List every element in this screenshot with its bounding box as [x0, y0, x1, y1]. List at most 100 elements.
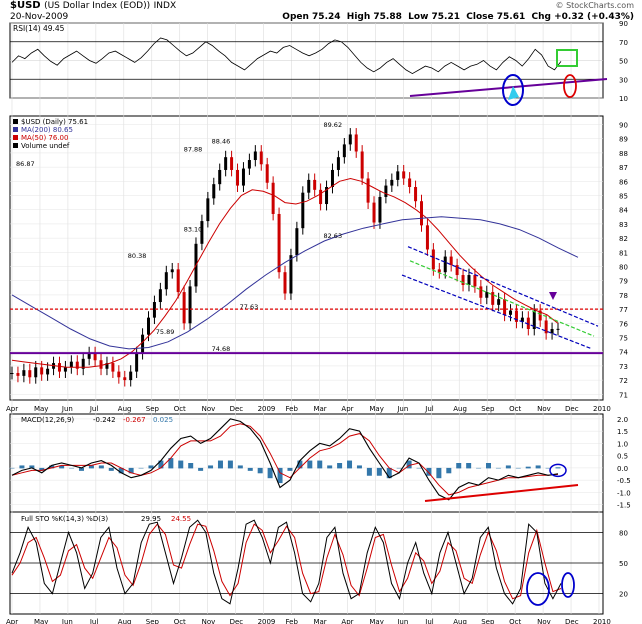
price-bar-body — [99, 360, 103, 369]
macd-histogram-bar — [208, 465, 214, 469]
high-value: 75.88 — [373, 12, 402, 22]
macd-histogram-bar — [297, 460, 303, 469]
price-bar-body — [117, 371, 121, 378]
x-tick-label: Apr — [6, 405, 18, 413]
macd-histogram-bar — [426, 467, 432, 476]
macd-tick-label: -1.0 — [617, 489, 631, 497]
chg-value: +0.32 (+0.43%) — [554, 12, 634, 22]
x-tick-label: Feb — [286, 618, 299, 624]
x-tick-label: Feb — [286, 405, 299, 413]
price-bar-body — [170, 269, 174, 273]
price-bar-body — [158, 289, 162, 303]
price-tick-label: 86 — [619, 178, 628, 186]
price-bar-body — [330, 169, 334, 187]
price-bar-body — [461, 275, 465, 285]
price-legend-swatch — [13, 119, 18, 124]
x-tick-label: Apr — [341, 618, 353, 624]
price-legend-swatch — [13, 135, 18, 140]
price-bar-body — [152, 302, 156, 318]
x-tick-label: Nov — [202, 405, 216, 413]
x-tick-label: Jun — [61, 618, 73, 624]
price-bar-body — [253, 151, 257, 161]
macd-trendline — [424, 484, 579, 502]
close-label: Close — [466, 12, 494, 22]
open-value: 75.24 — [312, 12, 341, 22]
x-tick-label: May — [369, 618, 383, 624]
price-bar-body — [212, 184, 216, 199]
sto-tick-label: 80 — [619, 529, 628, 537]
macd-histogram-bar — [59, 465, 65, 469]
macd-histogram-bar — [39, 467, 45, 471]
panel-frame-macd — [9, 413, 604, 513]
x-tick-label: Nov — [537, 618, 551, 624]
macd-histogram-bar — [9, 467, 15, 469]
low-label: Low — [408, 12, 429, 22]
rsi-legend: RSI(14) 49.45 — [13, 24, 65, 33]
price-bar-body — [514, 310, 518, 322]
price-bar-body — [176, 269, 180, 293]
macd-histogram-bar — [486, 463, 492, 469]
macd-histogram-bar — [396, 467, 402, 469]
x-tick-label: May — [34, 405, 48, 413]
x-tick-label: Nov — [202, 618, 216, 624]
ma50-line — [11, 177, 559, 368]
price-bar-body — [342, 144, 346, 158]
price-bar-body — [135, 353, 139, 372]
x-tick-label: Jul — [89, 618, 99, 624]
symbol: $USD — [10, 0, 41, 11]
price-bar-body — [455, 265, 459, 276]
macd-histogram-bar — [158, 460, 164, 469]
macd-histogram-bar — [277, 467, 283, 484]
rsi-red-circle — [563, 74, 577, 98]
price-bar-body — [81, 358, 85, 369]
price-data-label: 80.38 — [128, 252, 147, 260]
price-tick-label: 75 — [619, 335, 628, 343]
macd-histogram-bar — [406, 460, 412, 469]
price-bar-body — [277, 213, 281, 273]
price-data-label: 74.68 — [212, 345, 231, 353]
x-tick-label: Dec — [565, 618, 579, 624]
macd-histogram-bar — [476, 467, 482, 469]
macd-histogram-bar — [188, 463, 194, 469]
macd-signal-line — [11, 423, 559, 496]
price-bar-body — [93, 353, 97, 361]
macd-legend-text: MACD(12,26,9) — [21, 416, 74, 424]
x-tick-label: Aug — [453, 618, 467, 624]
price-bar-body — [247, 160, 251, 169]
price-tick-label: 84 — [619, 207, 628, 215]
macd-histogram-bar — [19, 465, 25, 469]
price-bar-body — [420, 201, 423, 226]
price-data-label: 89.62 — [323, 121, 342, 129]
price-bar-body — [532, 310, 536, 329]
macd-line — [11, 418, 559, 501]
sto-legend-text: Full STO %K(14,3) %D(3) — [21, 515, 108, 523]
price-bar-body — [147, 317, 150, 335]
price-bar-body — [141, 334, 145, 354]
price-data-label: 87.88 — [184, 146, 203, 154]
x-tick-label: Jul — [89, 405, 99, 413]
x-tick-label: Dec — [230, 618, 244, 624]
chart-title: $USD (US Dollar Index (EOD)) INDX — [10, 0, 176, 12]
price-bar-body — [414, 187, 418, 202]
macd-histogram-bar — [138, 467, 144, 469]
high-label: High — [346, 12, 371, 22]
price-bar-body — [503, 299, 507, 315]
price-bar-body — [230, 157, 234, 170]
macd-histogram-bar — [327, 465, 333, 469]
rsi-green-box — [556, 49, 578, 67]
macd-tick-label: 0.0 — [617, 465, 628, 473]
symbol-name: (US Dollar Index (EOD)) — [44, 1, 151, 11]
price-bar-body — [22, 370, 26, 376]
x-tick-label: 2009 — [258, 618, 276, 624]
price-bar-body — [295, 228, 299, 256]
sto-d-line — [11, 523, 562, 600]
price-tick-label: 88 — [619, 150, 628, 158]
macd-histogram-bar — [356, 465, 362, 469]
macd-histogram-bar — [505, 465, 511, 469]
price-tick-label: 78 — [619, 292, 628, 300]
macd-histogram-bar — [436, 467, 442, 479]
price-data-label: 82.63 — [323, 232, 342, 240]
macd-histogram-bar — [456, 463, 462, 469]
price-bar-body — [526, 317, 530, 329]
low-value: 75.21 — [431, 12, 460, 22]
